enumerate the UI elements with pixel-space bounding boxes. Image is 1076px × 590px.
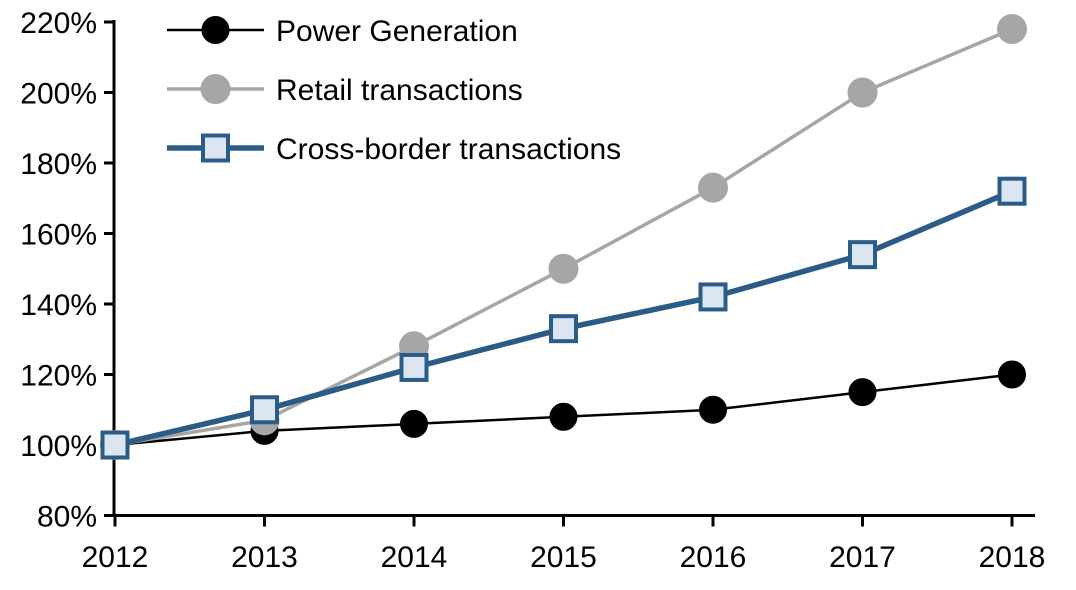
y-tick-label: 200% (20, 77, 97, 110)
series-marker-retail-transactions (847, 77, 878, 108)
y-tick-label: 120% (20, 359, 97, 392)
x-tick-label: 2014 (381, 541, 448, 574)
series-marker-cross-border-transactions (698, 282, 728, 312)
series-marker-cross-border-transactions (399, 352, 429, 382)
series-marker-cross-border-transactions (997, 176, 1027, 206)
y-tick-label: 180% (20, 148, 97, 181)
legend-label-cross-border-transactions: Cross-border transactions (276, 133, 621, 166)
series-marker-cross-border-transactions (549, 314, 578, 344)
series-marker-power-generation (998, 360, 1026, 389)
legend-label-retail-transactions: Retail transactions (276, 74, 523, 107)
y-tick-label: 100% (20, 430, 97, 463)
y-tick-label: 140% (20, 289, 97, 322)
x-tick-label: 2012 (82, 541, 149, 574)
x-tick-label: 2018 (979, 541, 1046, 574)
series-marker-cross-border-transactions (250, 395, 279, 425)
legend-sample-marker-cross-border-transactions (201, 133, 230, 163)
legend-sample-marker-power-generation (201, 16, 230, 44)
series-marker-power-generation (699, 395, 727, 424)
y-tick-label: 80% (37, 500, 97, 533)
series-marker-power-generation (848, 378, 877, 407)
series-marker-power-generation (549, 402, 578, 431)
legend-sample-marker-retail-transactions (200, 74, 231, 104)
series-marker-retail-transactions (997, 14, 1027, 45)
y-tick-label: 160% (20, 218, 97, 251)
series-marker-retail-transactions (548, 253, 579, 284)
x-tick-label: 2017 (829, 541, 896, 574)
x-tick-label: 2016 (680, 541, 747, 574)
series-marker-cross-border-transactions (100, 430, 130, 460)
x-tick-label: 2013 (231, 541, 298, 574)
series-marker-cross-border-transactions (848, 240, 877, 270)
series-marker-retail-transactions (698, 172, 728, 203)
legend-label-power-generation: Power Generation (276, 15, 518, 48)
y-tick-label: 220% (20, 7, 97, 40)
x-tick-label: 2015 (530, 541, 597, 574)
series-marker-power-generation (400, 409, 428, 438)
